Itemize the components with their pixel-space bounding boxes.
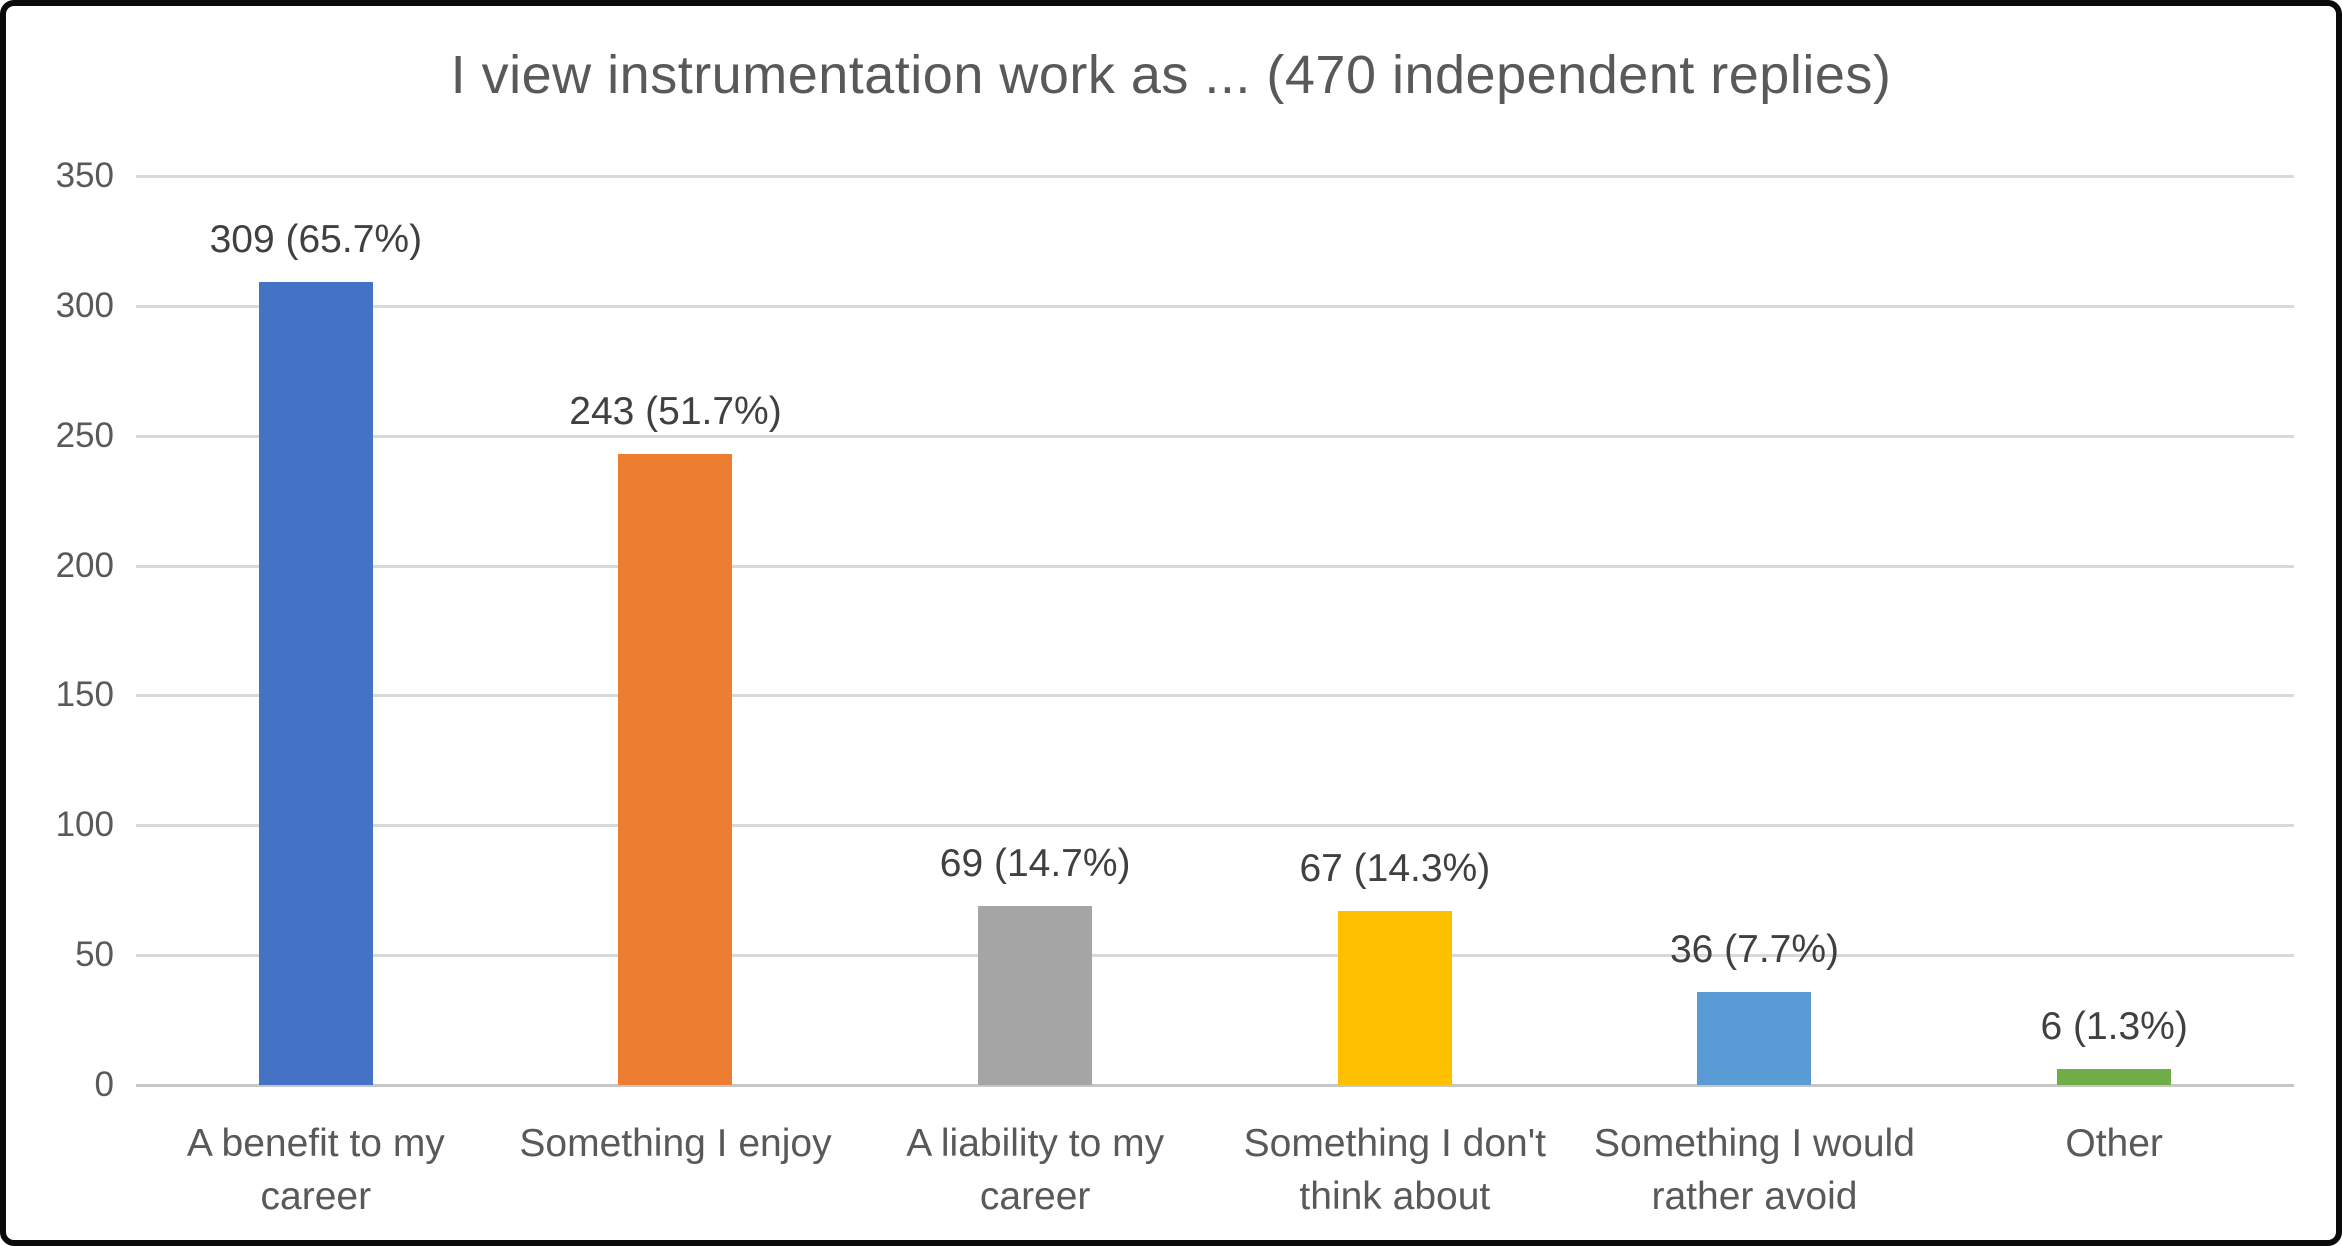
y-axis-label: 0 — [94, 1065, 114, 1104]
x-axis-label: Something I would rather avoid — [1594, 1122, 1915, 1218]
x-axis: A benefit to my career Something I enjoy A … — [136, 1118, 2294, 1238]
y-axis-label: 100 — [55, 805, 114, 845]
bar-slot: 67 (14.3%) — [1215, 176, 1575, 1085]
bar — [258, 282, 373, 1085]
gridline — [136, 434, 2294, 438]
gridline — [136, 175, 2294, 178]
x-axis-line — [136, 1084, 2294, 1087]
gridline — [136, 824, 2294, 828]
bar-slot: 69 (14.7%) — [855, 176, 1215, 1085]
bar-slot: 6 (1.3%) — [1934, 176, 2294, 1085]
bar-slot: 309 (65.7%) — [136, 176, 496, 1085]
x-axis-label: Other — [2065, 1122, 2163, 1165]
gridline — [136, 954, 2294, 958]
bar — [978, 905, 1093, 1085]
data-label: 243 (51.7%) — [569, 389, 782, 433]
gridline — [136, 304, 2294, 308]
bar — [1697, 991, 1812, 1085]
data-label: 309 (65.7%) — [209, 218, 423, 262]
chart-title: I view instrumentation work as ... (470 … — [450, 45, 1892, 105]
bar-slot: 36 (7.7%) — [1575, 176, 1935, 1085]
y-axis-label: 350 — [55, 156, 114, 195]
plot-area: 309 (65.7%) 243 (51.7%) 69 (14.7%) 67 (14.3… — [136, 175, 2294, 1087]
x-axis-label: A benefit to my career — [186, 1122, 445, 1218]
bar — [1337, 911, 1452, 1085]
bar — [2057, 1069, 2172, 1085]
gridline — [136, 694, 2294, 698]
y-axis: 0 50 100 150 200 250 300 350 — [6, 156, 114, 1104]
x-axis-label: Something I enjoy — [519, 1122, 832, 1165]
data-label: 67 (14.3%) — [1299, 847, 1491, 890]
bar-slot: 243 (51.7%) — [496, 176, 856, 1085]
bar — [618, 453, 733, 1085]
y-axis-label: 250 — [55, 415, 114, 455]
data-label: 36 (7.7%) — [1669, 927, 1840, 971]
y-axis-label: 50 — [75, 935, 114, 975]
y-axis-label: 150 — [55, 675, 114, 715]
x-axis-label: A liability to my career — [906, 1122, 1165, 1218]
data-label: 6 (1.3%) — [2040, 1005, 2188, 1049]
y-axis-label: 300 — [55, 285, 114, 325]
x-axis-label: Something I don't think about — [1243, 1122, 1546, 1218]
y-axis-label: 200 — [55, 545, 114, 585]
data-label: 69 (14.7%) — [939, 841, 1131, 885]
gridline — [136, 564, 2294, 568]
